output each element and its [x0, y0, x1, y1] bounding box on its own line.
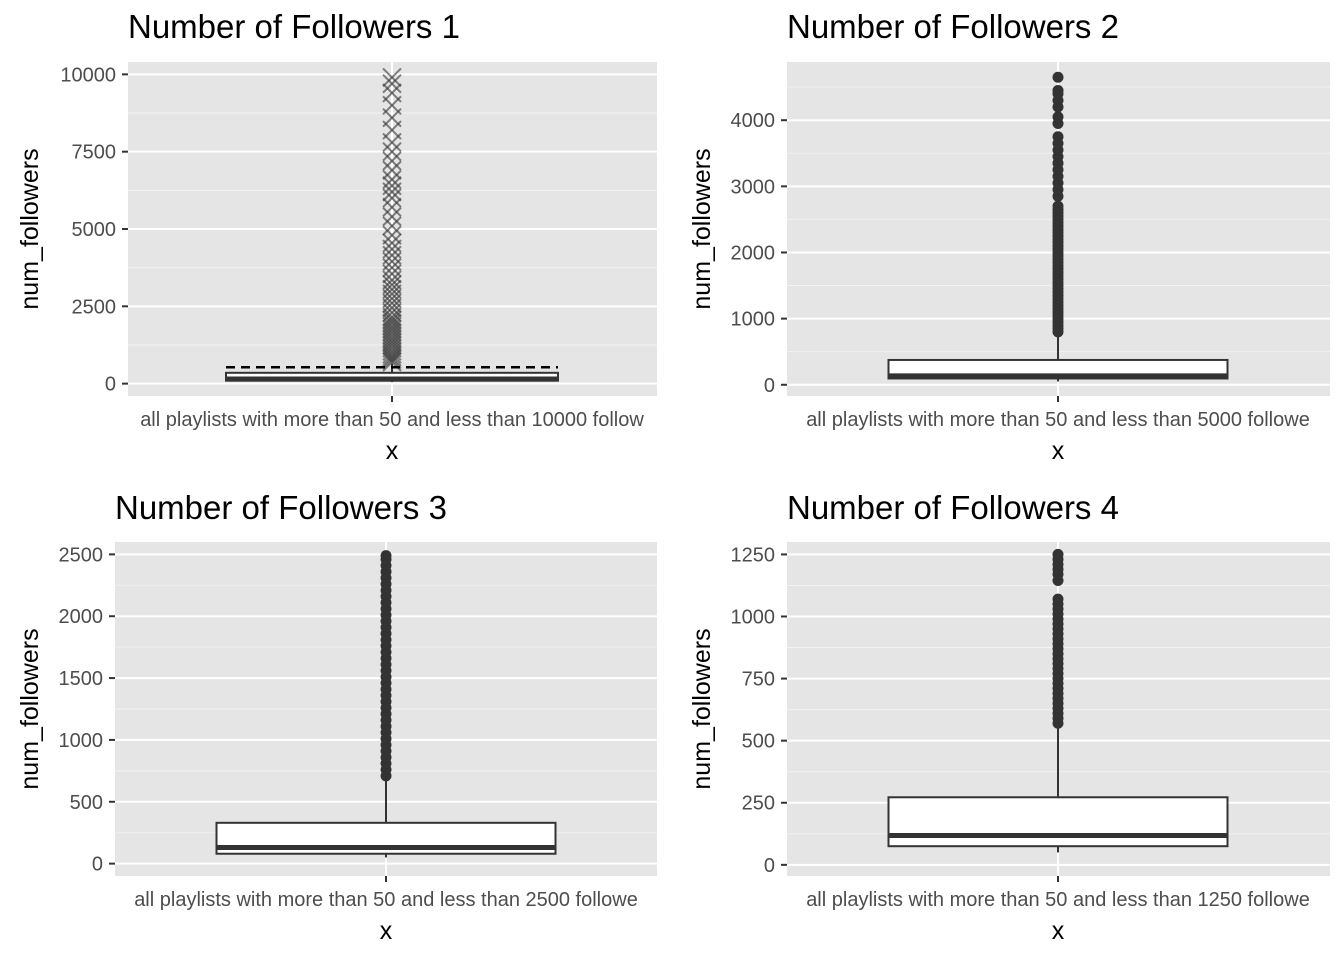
outlier-point [1052, 593, 1064, 605]
outlier-point [382, 302, 402, 323]
y-tick-label: 5000 [72, 219, 117, 241]
y-tick-label: 3000 [731, 176, 776, 198]
y-tick-label: 2000 [59, 606, 104, 628]
outlier-point [382, 160, 402, 180]
outlier-point [382, 141, 402, 162]
y-tick-label: 1250 [731, 544, 776, 566]
outlier-point [382, 307, 402, 327]
outlier-point [382, 73, 402, 94]
y-tick-label: 4000 [731, 110, 776, 132]
y-tick-label: 500 [742, 731, 775, 753]
x-axis-label: x [380, 917, 393, 945]
outlier-point [382, 216, 402, 236]
chart-title: Number of Followers 3 [115, 489, 447, 526]
panel-2: 0 1000 2000 3000 4000 all playlists with more… [688, 8, 1330, 465]
panel-3: 0 500 1000 1500 2000 2500 all playlists with m… [16, 489, 657, 945]
plot-area [887, 71, 1229, 382]
y-tick-label: 0 [764, 375, 775, 397]
y-axis-label: num_followers [688, 628, 716, 789]
y-axis-label: num_followers [16, 148, 44, 309]
outlier-point [382, 151, 402, 171]
outlier-point [382, 175, 402, 196]
x-category-label: all playlists with more than 50 and less… [806, 409, 1310, 431]
outlier-point [1052, 548, 1064, 560]
outlier-point [382, 83, 402, 103]
outlier-point [382, 288, 402, 309]
outlier-point [382, 233, 402, 253]
outlier-point [1052, 84, 1064, 96]
outlier-point [1052, 200, 1064, 212]
outlier-point [382, 206, 402, 227]
outlier-point [382, 169, 402, 190]
outlier-point [382, 298, 402, 318]
plot-area [225, 67, 559, 383]
y-tick-label: 500 [70, 792, 103, 814]
y-tick-label: 1000 [731, 606, 776, 628]
outlier-point [382, 316, 402, 337]
y-axis-label: num_followers [16, 628, 44, 789]
chart-title: Number of Followers 4 [787, 489, 1119, 526]
outlier-point [380, 550, 392, 562]
outlier-point [382, 279, 402, 300]
y-axis-label: num_followers [688, 148, 716, 309]
outlier-point [382, 239, 402, 259]
outlier-point [382, 67, 402, 88]
outlier-point [382, 284, 402, 304]
panel-1: 0 2500 5000 7500 10000 all playlists with mor… [16, 8, 657, 465]
y-tick-label: 750 [742, 669, 775, 691]
outlier-point [1052, 71, 1064, 83]
x-category-label: all playlists with more than 50 and less… [806, 889, 1310, 911]
x-axis-label: x [386, 437, 399, 465]
plot-area [887, 548, 1229, 853]
x-category-label: all playlists with more than 50 and less… [134, 889, 638, 911]
outlier-point [382, 225, 402, 245]
box [887, 796, 1229, 848]
y-tick-label: 0 [92, 854, 103, 876]
y-tick-label: 1000 [59, 730, 104, 752]
y-tick-label: 1000 [731, 309, 776, 331]
outlier-point [1052, 131, 1064, 143]
y-tick-label: 250 [742, 793, 775, 815]
x-category-label: all playlists with more than 50 and less… [140, 409, 644, 431]
y-tick-label: 2500 [59, 544, 104, 566]
outlier-point [382, 293, 402, 313]
chart-title: Number of Followers 1 [128, 8, 460, 45]
y-tick-label: 10000 [60, 64, 116, 86]
y-tick-label: 1500 [59, 668, 104, 690]
outlier-point [1052, 111, 1064, 123]
x-axis-label: x [1052, 437, 1065, 465]
plot-area [215, 550, 557, 858]
y-tick-label: 0 [105, 374, 116, 396]
chart-title: Number of Followers 2 [787, 8, 1119, 45]
y-tick-label: 7500 [72, 142, 117, 164]
y-tick-label: 2500 [72, 296, 117, 318]
x-axis-label: x [1052, 917, 1065, 945]
panel-4: 0 250 500 750 1000 1250 all playlists with mor… [688, 489, 1330, 945]
outlier-point [382, 197, 402, 218]
y-tick-label: 0 [764, 855, 775, 877]
y-tick-label: 2000 [731, 242, 776, 264]
